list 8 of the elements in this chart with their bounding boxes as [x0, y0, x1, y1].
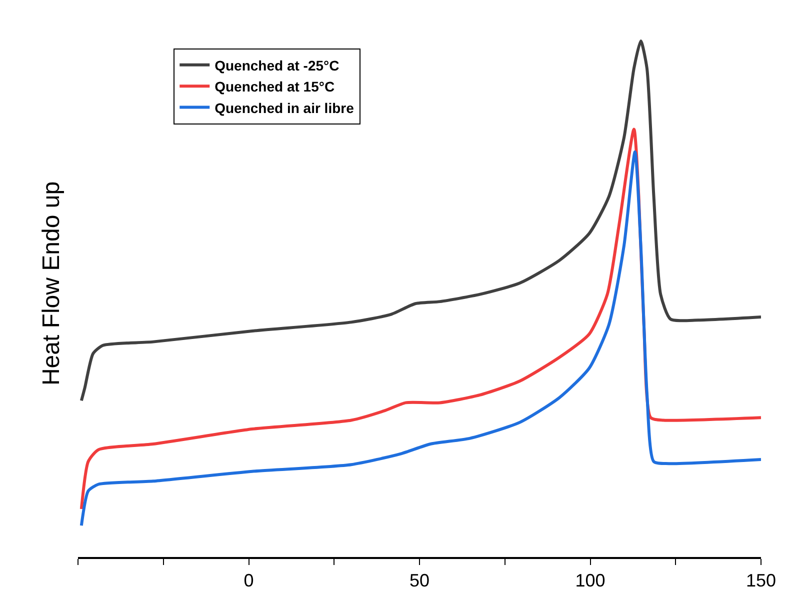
- y-axis-title: Heat Flow Endo up: [38, 181, 66, 386]
- legend-label: Quenched at 15°C: [214, 78, 335, 95]
- x-tick-label: 50: [409, 570, 430, 590]
- legend-label: Quenched at -25°C: [214, 57, 340, 74]
- legend-label: Quenched in air libre: [214, 100, 354, 116]
- x-tick-label: 100: [575, 570, 606, 590]
- x-tick-label: 150: [746, 570, 776, 590]
- x-tick-label: 0: [244, 570, 254, 590]
